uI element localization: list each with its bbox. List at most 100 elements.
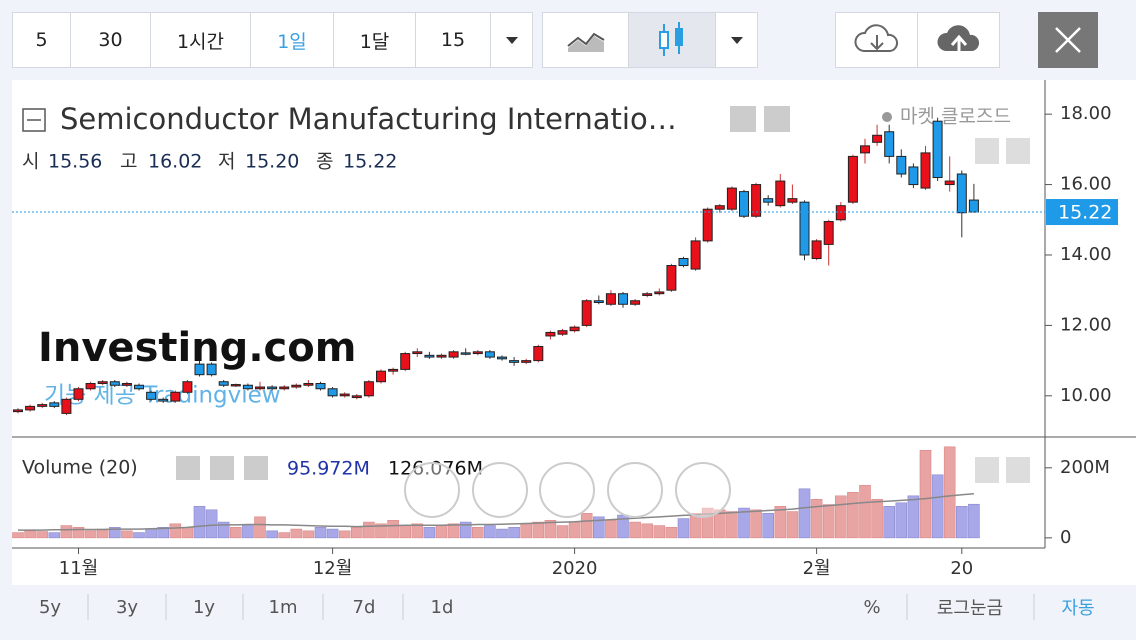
gear-icon[interactable] [210,456,234,480]
percent-option[interactable]: % [863,596,881,618]
log-option[interactable]: 로그눈금 [936,598,1004,619]
range-button[interactable]: 1y [192,596,216,618]
candle-style[interactable] [628,12,716,68]
candle-body [569,326,580,332]
candle-body [412,351,423,355]
scale-button[interactable] [975,138,999,164]
candle-body [25,405,36,411]
candle-body [472,351,483,355]
volume-bar [968,503,980,539]
candle-body [134,384,144,390]
auto-option[interactable]: 자동 [1061,598,1095,619]
volume-ma-line [18,492,974,531]
line-icon [566,32,605,52]
volume-bar [157,527,169,539]
gear-icon[interactable] [764,106,790,132]
nav-right[interactable] [675,462,731,518]
y2-tick-label: 0 [1060,527,1071,548]
scale-button[interactable] [975,457,999,483]
scale-button[interactable] [1006,138,1030,164]
x-tick-label: 2월 [803,558,831,579]
volume-bar [290,528,303,539]
volume-bar [423,527,436,539]
range-button[interactable]: 1d [430,596,454,618]
close-icon[interactable] [244,456,268,480]
interval-button[interactable]: 30 [70,12,151,68]
collapse-icon[interactable] [22,108,46,132]
candle-body [363,381,374,397]
volume-bar [750,509,762,539]
volume-bar [508,527,520,539]
nav-left[interactable] [404,462,460,518]
dropdown[interactable] [715,12,758,68]
volume-bar [859,485,871,539]
candle-body [521,360,532,363]
x-tick-label: 12월 [313,558,352,579]
candle-body [702,208,713,242]
status-dot [882,112,892,122]
candle-body [279,386,290,390]
candle-body [484,351,495,358]
candle-body [73,388,84,400]
volume-bar [774,506,787,539]
candle-body [690,240,701,270]
candle-body [751,184,762,217]
download[interactable] [835,12,918,68]
eye-icon[interactable] [730,106,756,132]
last-price-label: 15.22 [1058,202,1112,224]
volume-bar [701,507,714,539]
ohlc-label: 고 [120,151,137,173]
volume-bar [471,527,484,539]
candle-body [533,346,544,362]
reset[interactable] [539,462,595,518]
interval-button[interactable]: 1시간 [150,12,251,68]
candle-body [860,145,870,154]
volume-bar [689,513,702,539]
interval-button[interactable]: 1달 [333,12,416,68]
range-button[interactable]: 7d [352,596,376,618]
candle-body [267,386,278,390]
candle-body [291,384,302,388]
candle-body [618,293,628,305]
volume-bar [883,506,896,539]
volume-bar [810,499,823,539]
interval-button[interactable]: 1일 [250,12,334,68]
scale-button[interactable] [1006,457,1030,483]
range-button[interactable]: 5y [38,596,62,618]
volume-bar [302,530,315,539]
market-status: 마켓 클로즈드 [900,106,1011,128]
candle-body [448,351,459,358]
candle-body [823,221,834,245]
eye-icon[interactable] [176,456,200,480]
close-button[interactable] [1038,12,1098,68]
volume-bar [266,530,278,539]
range-button[interactable]: 3y [115,596,139,618]
range-button[interactable]: 1m [268,596,298,618]
upload[interactable] [917,12,1000,68]
candle-body [218,381,229,386]
volume-bar [713,509,726,539]
y-tick-label: 14.00 [1060,244,1112,265]
volume-bar [242,525,254,539]
candle-body [206,363,217,376]
candle-body [49,402,60,407]
dropdown[interactable] [490,12,533,68]
volume-bar [955,506,968,539]
y-tick-label: 16.00 [1060,174,1112,195]
ohlc-value: 16.02 [148,151,202,173]
interval-button[interactable]: 5 [12,12,71,68]
ohlc-value: 15.22 [343,151,397,173]
zoom-in[interactable] [607,462,663,518]
candle-body [775,180,786,207]
volume-bar [605,520,617,539]
interval-button[interactable]: 15 [415,12,491,68]
cloud-icon [854,24,898,52]
candle-body [339,393,350,397]
volume-bar [338,530,351,539]
line-style[interactable] [542,12,629,68]
volume-bar [556,525,569,539]
candle-body [581,300,592,326]
zoom-out[interactable] [472,462,528,518]
